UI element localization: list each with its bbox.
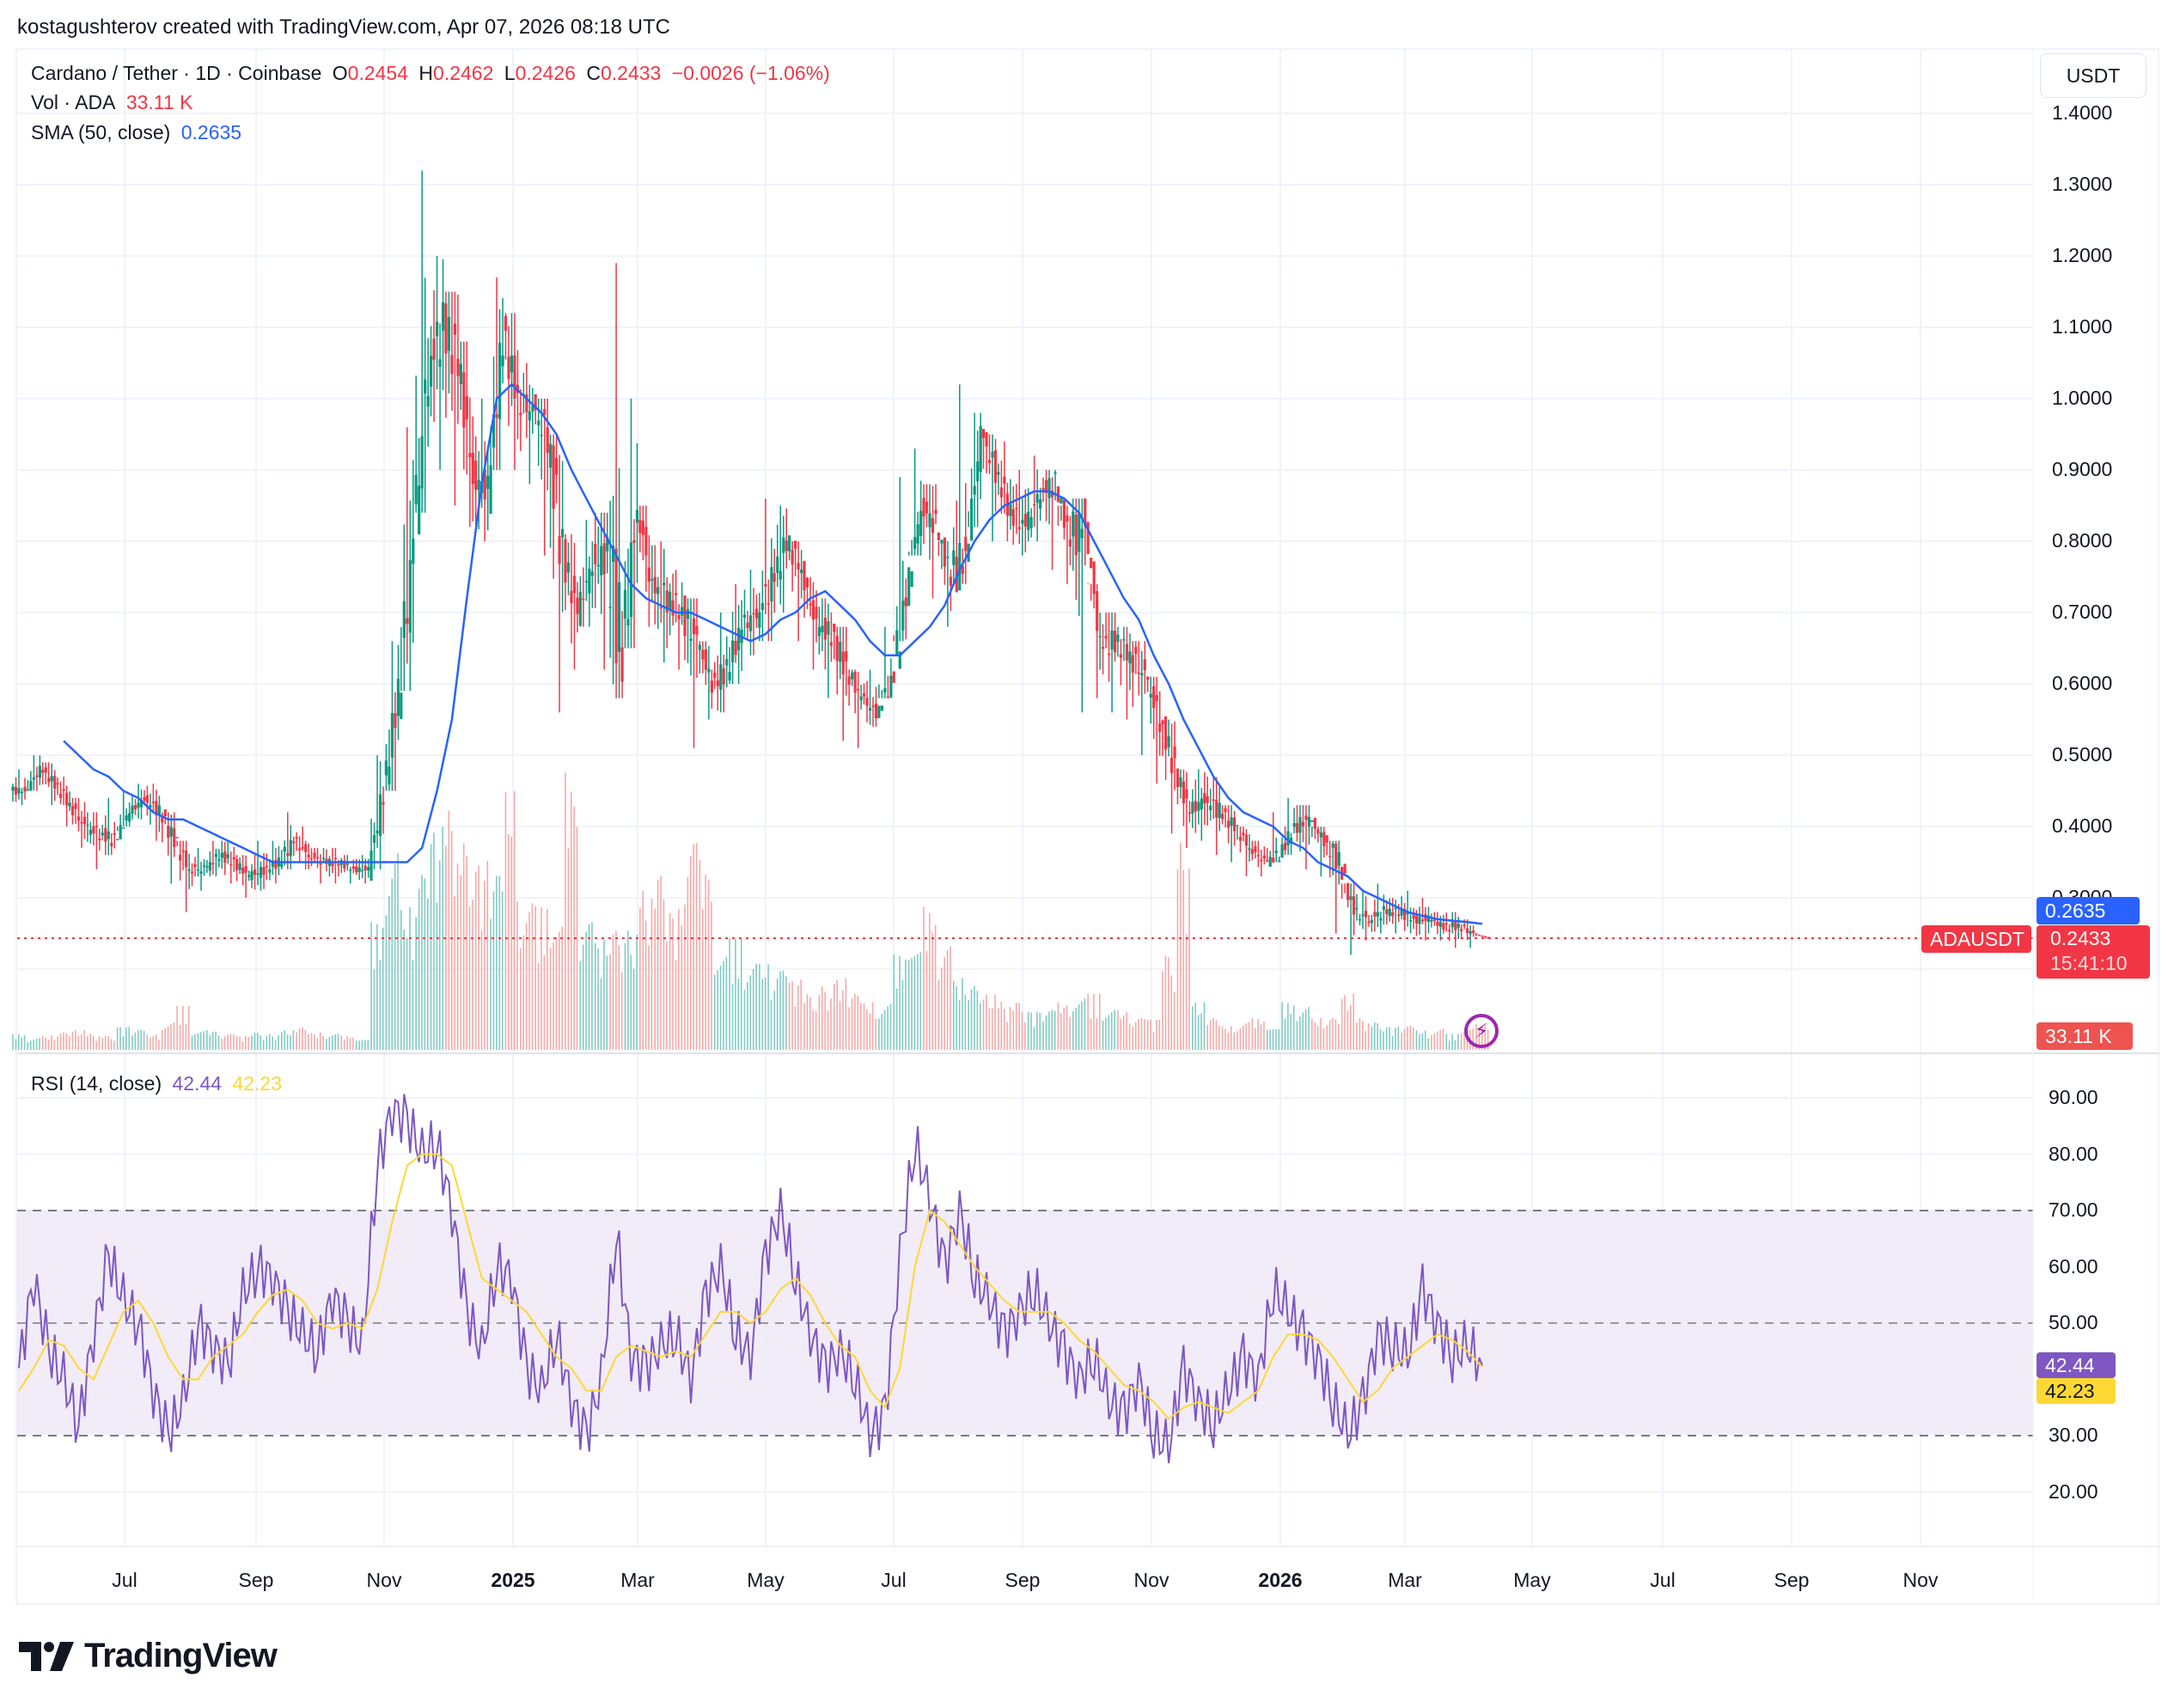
symbol-legend[interactable]: Cardano / Tether · 1D · Coinbase O0.2454… — [31, 62, 835, 85]
price-axis-label: 0.4000 — [2052, 814, 2113, 837]
time-axis-label: 2026 — [1258, 1569, 1303, 1591]
rsi-ma-line — [18, 1153, 1483, 1420]
sma-legend[interactable]: SMA (50, close) 0.2635 — [31, 121, 247, 144]
time-axis-label: Jul — [1650, 1569, 1676, 1591]
bar-countdown: 15:41:10 — [2050, 952, 2128, 974]
low-value: 0.2426 — [515, 62, 576, 84]
price-axis-label: 0.7000 — [2052, 601, 2113, 623]
time-axis-label: Nov — [1902, 1569, 1939, 1591]
rsi-legend[interactable]: RSI (14, close) 42.44 42.23 — [31, 1072, 287, 1095]
time-axis-label: Jul — [112, 1569, 137, 1591]
time-axis-label: Mar — [620, 1569, 655, 1591]
price-candles — [11, 170, 1490, 955]
rsi-axis-label: 60.00 — [2049, 1254, 2098, 1278]
close-label: C — [586, 62, 601, 84]
price-axis-label: 1.2000 — [2052, 244, 2113, 266]
rsi-label: RSI (14, close) — [31, 1072, 162, 1095]
sma-label: SMA (50, close) — [31, 121, 171, 143]
symbol-title: Cardano / Tether · 1D · Coinbase — [31, 62, 322, 84]
rsi-axis-label: 80.00 — [2049, 1142, 2098, 1165]
volume-legend[interactable]: Vol · ADA 33.11 K — [31, 91, 198, 114]
price-axis-label: 1.1000 — [2052, 315, 2113, 338]
time-axis-label: Nov — [366, 1569, 402, 1591]
time-axis-label: 2025 — [491, 1569, 535, 1591]
last-price-tag: 0.2433 15:41:10 — [2037, 925, 2150, 979]
rsi-axis-label: 30.00 — [2049, 1424, 2098, 1446]
change-value: −0.0026 (−1.06%) — [671, 62, 830, 84]
time-axis-label: May — [747, 1569, 785, 1591]
time-axis-label: Mar — [1388, 1569, 1422, 1591]
high-value: 0.2462 — [433, 62, 494, 84]
sma-value: 0.2635 — [180, 121, 242, 143]
open-value: 0.2454 — [347, 62, 409, 84]
rsi-axis-label: 50.00 — [2049, 1311, 2098, 1333]
close-value: 0.2433 — [600, 62, 662, 84]
grid-lines — [17, 50, 2033, 1546]
rsi-tag: 42.44 — [2037, 1352, 2116, 1378]
sma-line — [63, 382, 1483, 925]
lightning-icon[interactable]: ⚡ — [1464, 1014, 1499, 1048]
volume-tag: 33.11 K — [2037, 1022, 2133, 1050]
rsi-ma-value: 42.23 — [232, 1072, 283, 1095]
price-axis-label: 1.3000 — [2052, 173, 2113, 195]
symbol-tag: ADAUSDT — [1921, 925, 2031, 953]
price-axis-label: 0.6000 — [2052, 672, 2113, 694]
volume-value: 33.11 K — [125, 91, 193, 113]
price-axis-label: 0.5000 — [2052, 743, 2113, 766]
price-axis-label: 1.4000 — [2052, 101, 2113, 124]
volume-bars — [12, 772, 1489, 1050]
sma-tag: 0.2635 — [2037, 897, 2140, 924]
tradingview-logo[interactable]: TradingView — [19, 1637, 278, 1675]
low-label: L — [504, 62, 516, 84]
volume-label: Vol · ADA — [31, 91, 116, 113]
rsi-axis-label: 20.00 — [2049, 1479, 2098, 1503]
time-axis-label: Sep — [238, 1569, 274, 1591]
time-axis-label: Sep — [1005, 1569, 1041, 1591]
rsi-value: 42.44 — [172, 1072, 223, 1095]
open-label: O — [332, 62, 348, 84]
rsi-axis-label: 90.00 — [2049, 1086, 2098, 1108]
price-axis-label: 0.9000 — [2052, 458, 2113, 480]
logo-text: TradingView — [84, 1637, 278, 1674]
rsi-ma-tag: 42.23 — [2037, 1378, 2116, 1404]
attribution-text: kostagushterov created with TradingView.… — [17, 15, 670, 39]
rsi-line — [18, 1094, 1483, 1464]
price-axis-label: 0.8000 — [2052, 529, 2113, 552]
currency-button[interactable]: USDT — [2040, 53, 2147, 98]
time-axis-label: Sep — [1774, 1569, 1810, 1591]
time-axis-label: Nov — [1133, 1569, 1169, 1591]
tradingview-logo-icon — [19, 1641, 74, 1671]
chart-frame — [15, 48, 2159, 1605]
time-axis-label: May — [1513, 1569, 1551, 1591]
rsi-axis-label: 70.00 — [2049, 1199, 2098, 1221]
price-axis-label: 1.0000 — [2052, 387, 2113, 409]
time-axis-label: Jul — [881, 1569, 907, 1591]
high-label: H — [418, 62, 434, 84]
last-price-value: 0.2433 — [2050, 927, 2111, 949]
